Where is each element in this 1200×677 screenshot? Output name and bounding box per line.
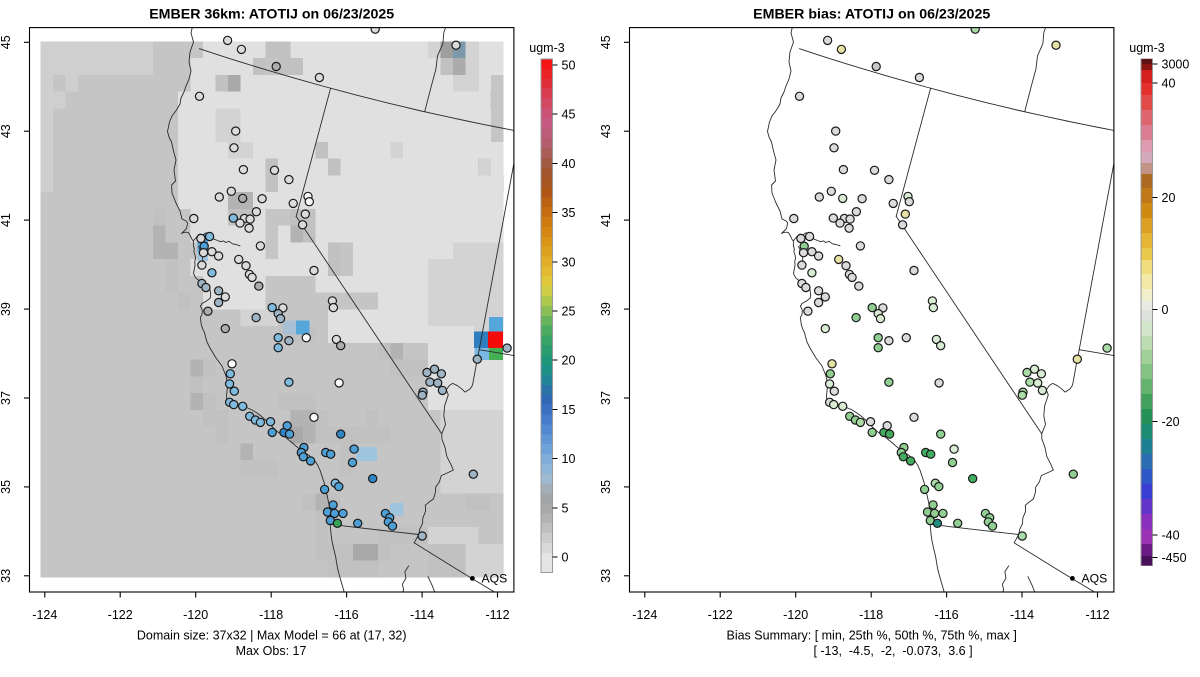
svg-text:40: 40: [1162, 76, 1176, 90]
svg-text:-116: -116: [335, 608, 359, 622]
svg-text:-122: -122: [108, 608, 133, 622]
svg-text:3000: 3000: [1162, 58, 1190, 72]
svg-text:33: 33: [599, 569, 613, 583]
svg-text:20: 20: [1162, 191, 1176, 205]
svg-text:Bias Summary: [ min, 25th %, 5: Bias Summary: [ min, 25th %, 50th %, 75t…: [726, 629, 1016, 643]
svg-text:25: 25: [562, 305, 576, 319]
svg-text:33: 33: [0, 569, 13, 583]
svg-text:43: 43: [0, 124, 13, 138]
svg-text:0: 0: [562, 551, 569, 565]
svg-text:-116: -116: [935, 608, 959, 622]
svg-text:EMBER 36km: ATOTIJ on 06/23/20: EMBER 36km: ATOTIJ on 06/23/2025: [149, 7, 394, 23]
svg-text:40: 40: [562, 157, 576, 171]
svg-text:50: 50: [562, 59, 576, 73]
svg-text:-118: -118: [259, 608, 283, 622]
svg-text:35: 35: [599, 480, 613, 494]
svg-text:39: 39: [0, 302, 13, 316]
svg-text:-40: -40: [1162, 528, 1180, 542]
svg-text:-124: -124: [32, 608, 57, 622]
svg-text:37: 37: [0, 391, 13, 405]
svg-text:[ -13, -4.5, -2, -0.073, 3: [ -13, -4.5, -2, -0.073, 3.6 ]: [813, 644, 972, 658]
svg-text:EMBER bias: ATOTIJ on 06/23/20: EMBER bias: ATOTIJ on 06/23/2025: [753, 7, 990, 23]
svg-text:Domain size: 37x32 | Max Model: Domain size: 37x32 | Max Model = 66 at (…: [137, 629, 407, 643]
svg-text:45: 45: [0, 35, 13, 49]
svg-text:45: 45: [599, 35, 613, 49]
svg-text:5: 5: [562, 501, 569, 515]
svg-text:30: 30: [562, 255, 576, 269]
svg-text:43: 43: [599, 124, 613, 138]
svg-text:ugm-3: ugm-3: [1129, 41, 1164, 55]
svg-text:-120: -120: [783, 608, 808, 622]
svg-text:-118: -118: [859, 608, 883, 622]
svg-text:0: 0: [1162, 303, 1169, 317]
svg-text:35: 35: [0, 480, 13, 494]
svg-text:37: 37: [599, 391, 613, 405]
svg-text:45: 45: [562, 108, 576, 122]
svg-text:39: 39: [599, 302, 613, 316]
svg-text:-112: -112: [485, 608, 509, 622]
svg-text:-20: -20: [1162, 415, 1180, 429]
svg-text:AQS: AQS: [482, 571, 508, 585]
svg-text:ugm-3: ugm-3: [529, 41, 564, 55]
svg-text:AQS: AQS: [1082, 571, 1108, 585]
svg-text:-112: -112: [1085, 608, 1109, 622]
svg-text:-114: -114: [410, 608, 434, 622]
svg-text:-114: -114: [1010, 608, 1034, 622]
svg-text:35: 35: [562, 206, 576, 220]
svg-text:-124: -124: [632, 608, 657, 622]
svg-text:41: 41: [599, 213, 613, 227]
svg-text:Max Obs: 17: Max Obs: 17: [236, 644, 307, 658]
svg-text:-122: -122: [708, 608, 733, 622]
svg-text:10: 10: [562, 452, 576, 466]
svg-text:15: 15: [562, 403, 576, 417]
svg-text:-120: -120: [183, 608, 208, 622]
svg-text:-450: -450: [1162, 551, 1187, 565]
svg-text:41: 41: [0, 213, 13, 227]
svg-text:20: 20: [562, 354, 576, 368]
